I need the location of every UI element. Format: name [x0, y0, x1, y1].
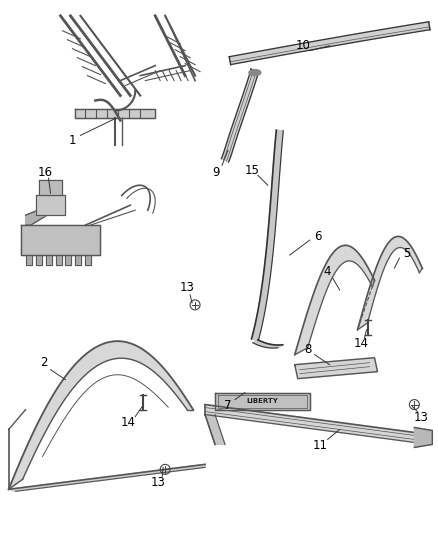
Polygon shape — [414, 427, 432, 447]
Text: 16: 16 — [38, 166, 53, 179]
Polygon shape — [205, 415, 225, 445]
Polygon shape — [75, 109, 155, 118]
Text: 13: 13 — [414, 411, 429, 424]
Text: 1: 1 — [69, 134, 76, 147]
Polygon shape — [39, 180, 63, 195]
Polygon shape — [9, 464, 205, 491]
Text: LIBERTY: LIBERTY — [247, 398, 278, 404]
Text: 2: 2 — [40, 356, 47, 369]
Text: 7: 7 — [224, 399, 232, 412]
Polygon shape — [205, 405, 414, 442]
Text: 14: 14 — [121, 416, 136, 429]
Polygon shape — [221, 69, 259, 162]
Polygon shape — [295, 245, 374, 355]
Text: 4: 4 — [323, 265, 330, 278]
Polygon shape — [295, 358, 378, 378]
Text: 10: 10 — [295, 39, 310, 52]
Polygon shape — [46, 255, 52, 265]
Polygon shape — [66, 255, 71, 265]
Text: 5: 5 — [403, 247, 410, 260]
Text: 9: 9 — [212, 166, 220, 179]
Polygon shape — [85, 255, 92, 265]
Text: 13: 13 — [151, 476, 166, 489]
Polygon shape — [35, 195, 66, 215]
Polygon shape — [229, 22, 430, 64]
Ellipse shape — [249, 70, 261, 76]
Polygon shape — [56, 255, 61, 265]
Text: 13: 13 — [180, 281, 194, 294]
Polygon shape — [9, 341, 193, 489]
Polygon shape — [25, 255, 32, 265]
Polygon shape — [25, 205, 56, 225]
Text: 11: 11 — [312, 439, 327, 452]
Polygon shape — [35, 255, 42, 265]
Polygon shape — [215, 393, 310, 409]
Polygon shape — [75, 255, 81, 265]
Polygon shape — [21, 225, 100, 255]
Text: 14: 14 — [354, 337, 369, 350]
Text: 6: 6 — [314, 230, 321, 243]
Polygon shape — [357, 237, 422, 330]
Polygon shape — [251, 130, 283, 341]
Text: 8: 8 — [304, 343, 311, 356]
Polygon shape — [253, 340, 283, 348]
Text: 15: 15 — [244, 164, 259, 177]
